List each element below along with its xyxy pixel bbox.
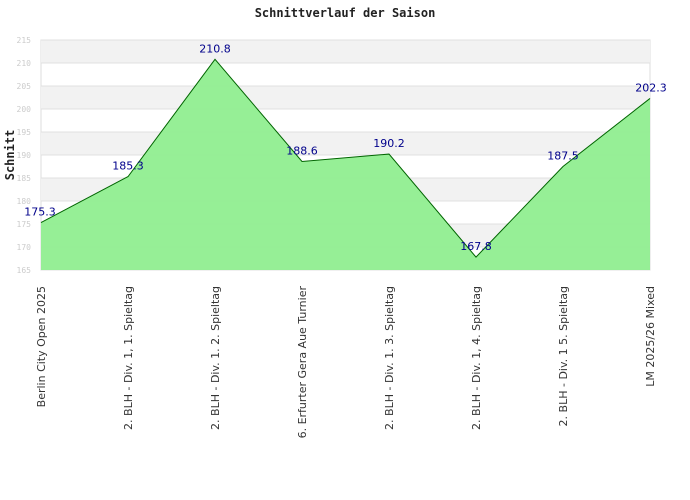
- data-label: 190.2: [373, 137, 405, 150]
- grid-band: [41, 40, 650, 63]
- area-fill: [41, 59, 650, 270]
- y-tick-label: 185: [17, 174, 32, 183]
- x-tick-label: Berlin City Open 2025: [35, 286, 48, 407]
- x-tick-label: 2. BLH - Div. 1 5. Spieltag: [557, 286, 570, 426]
- x-tick-label: 2. BLH - Div. 1, 4. Spieltag: [470, 286, 483, 430]
- y-tick-label: 175: [17, 220, 32, 229]
- y-tick-label: 215: [17, 36, 32, 45]
- data-label: 185.3: [112, 160, 144, 173]
- y-tick-label: 210: [17, 59, 32, 68]
- x-tick-label: 2. BLH - Div. 1. 3. Spieltag: [383, 286, 396, 430]
- data-label: 175.3: [24, 206, 56, 219]
- chart-title: Schnittverlauf der Saison: [255, 6, 436, 20]
- data-label: 167.8: [460, 240, 492, 253]
- x-tick-label: 2. BLH - Div. 1. 2. Spieltag: [209, 286, 222, 430]
- x-tick-label: 2. BLH - Div. 1, 1. Spieltag: [122, 286, 135, 430]
- series-line: [40, 58, 651, 258]
- data-label: 210.8: [199, 42, 231, 55]
- y-tick-label: 180: [17, 197, 32, 206]
- y-tick-label: 205: [17, 82, 32, 91]
- x-tick-label: LM 2025/26 Mixed: [644, 286, 657, 387]
- y-tick-label: 200: [17, 105, 32, 114]
- data-label: 187.5: [547, 150, 579, 163]
- grid-band: [41, 86, 650, 109]
- data-label: 202.3: [635, 81, 667, 94]
- y-axis-label: Schnitt: [3, 130, 17, 181]
- x-tick-label: 6. Erfurter Gera Aue Turnier: [296, 286, 309, 439]
- data-label: 188.6: [286, 144, 318, 157]
- y-tick-label: 195: [17, 128, 32, 137]
- y-tick-label: 170: [17, 243, 32, 252]
- y-tick-label: 190: [17, 151, 32, 160]
- y-tick-label: 165: [17, 266, 32, 275]
